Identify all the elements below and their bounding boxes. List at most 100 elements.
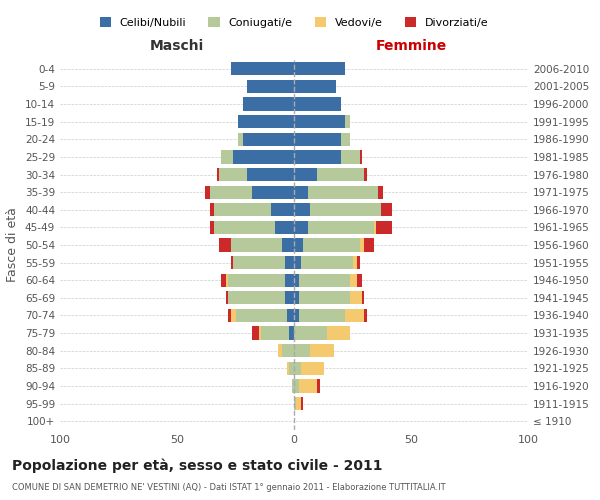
- Bar: [341, 150, 359, 164]
- Bar: [357, 274, 362, 287]
- Bar: [364, 238, 374, 252]
- Bar: [294, 309, 299, 322]
- Bar: [296, 397, 301, 410]
- Legend: Celibi/Nubili, Coniugati/e, Vedovi/e, Divorziati/e: Celibi/Nubili, Coniugati/e, Vedovi/e, Di…: [100, 18, 488, 28]
- Bar: [210, 221, 214, 234]
- Bar: [221, 150, 233, 164]
- Bar: [284, 256, 294, 269]
- Bar: [357, 256, 359, 269]
- Bar: [364, 309, 367, 322]
- Bar: [310, 203, 380, 216]
- Bar: [380, 203, 392, 216]
- Bar: [346, 115, 350, 128]
- Bar: [308, 221, 374, 234]
- Bar: [236, 309, 287, 322]
- Bar: [317, 380, 320, 392]
- Bar: [301, 256, 353, 269]
- Bar: [299, 380, 317, 392]
- Bar: [259, 326, 261, 340]
- Bar: [294, 62, 346, 76]
- Bar: [294, 80, 336, 93]
- Bar: [378, 186, 383, 198]
- Bar: [294, 344, 310, 358]
- Bar: [214, 203, 271, 216]
- Bar: [294, 150, 341, 164]
- Bar: [229, 309, 231, 322]
- Text: Popolazione per età, sesso e stato civile - 2011: Popolazione per età, sesso e stato civil…: [12, 458, 383, 473]
- Bar: [219, 168, 247, 181]
- Bar: [289, 326, 294, 340]
- Bar: [238, 115, 294, 128]
- Bar: [294, 132, 341, 146]
- Bar: [292, 380, 294, 392]
- Bar: [229, 274, 284, 287]
- Bar: [210, 186, 252, 198]
- Bar: [310, 344, 334, 358]
- Bar: [205, 186, 210, 198]
- Bar: [231, 238, 283, 252]
- Bar: [210, 203, 214, 216]
- Bar: [247, 168, 294, 181]
- Bar: [226, 291, 229, 304]
- Bar: [301, 362, 325, 375]
- Bar: [231, 256, 233, 269]
- Bar: [278, 344, 283, 358]
- Bar: [283, 238, 294, 252]
- Bar: [242, 132, 294, 146]
- Bar: [226, 274, 229, 287]
- Bar: [301, 397, 304, 410]
- Bar: [252, 326, 259, 340]
- Bar: [294, 397, 296, 410]
- Bar: [294, 326, 327, 340]
- Bar: [294, 203, 310, 216]
- Bar: [299, 291, 350, 304]
- Y-axis label: Fasce di età: Fasce di età: [7, 208, 19, 282]
- Bar: [350, 291, 362, 304]
- Bar: [247, 80, 294, 93]
- Bar: [294, 115, 346, 128]
- Bar: [283, 344, 294, 358]
- Bar: [284, 291, 294, 304]
- Bar: [214, 221, 275, 234]
- Bar: [221, 274, 226, 287]
- Bar: [294, 291, 299, 304]
- Bar: [219, 238, 231, 252]
- Bar: [376, 221, 392, 234]
- Bar: [233, 256, 284, 269]
- Bar: [287, 362, 289, 375]
- Text: Maschi: Maschi: [150, 38, 204, 52]
- Bar: [304, 238, 359, 252]
- Bar: [374, 221, 376, 234]
- Bar: [350, 274, 357, 287]
- Bar: [346, 309, 364, 322]
- Bar: [294, 221, 308, 234]
- Bar: [359, 238, 364, 252]
- Bar: [242, 98, 294, 110]
- Bar: [317, 168, 364, 181]
- Bar: [353, 256, 357, 269]
- Bar: [294, 168, 317, 181]
- Text: COMUNE DI SAN DEMETRIO NE' VESTINI (AQ) - Dati ISTAT 1° gennaio 2011 - Elaborazi: COMUNE DI SAN DEMETRIO NE' VESTINI (AQ) …: [12, 483, 446, 492]
- Bar: [364, 168, 367, 181]
- Bar: [308, 186, 378, 198]
- Bar: [294, 98, 341, 110]
- Bar: [261, 326, 289, 340]
- Bar: [229, 291, 284, 304]
- Bar: [299, 274, 350, 287]
- Bar: [359, 150, 362, 164]
- Bar: [294, 186, 308, 198]
- Bar: [289, 362, 294, 375]
- Bar: [217, 168, 219, 181]
- Bar: [299, 309, 346, 322]
- Bar: [327, 326, 350, 340]
- Bar: [231, 62, 294, 76]
- Bar: [294, 362, 301, 375]
- Bar: [271, 203, 294, 216]
- Bar: [341, 132, 350, 146]
- Bar: [294, 238, 304, 252]
- Bar: [238, 132, 242, 146]
- Text: Femmine: Femmine: [376, 38, 446, 52]
- Bar: [294, 274, 299, 287]
- Bar: [252, 186, 294, 198]
- Bar: [294, 380, 299, 392]
